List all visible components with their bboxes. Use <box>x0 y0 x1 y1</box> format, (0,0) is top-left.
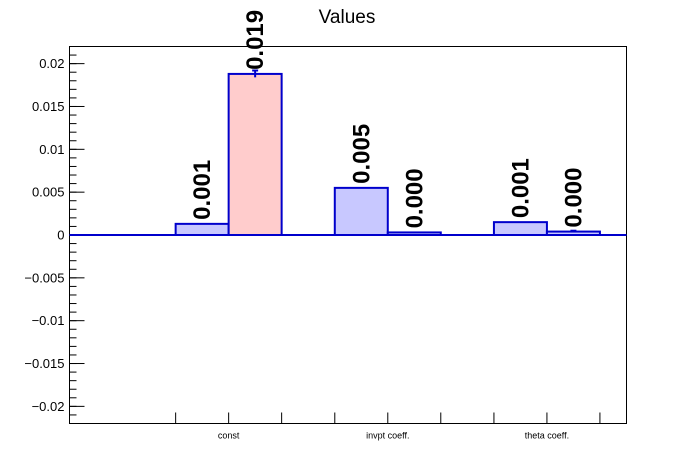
x-axis: const invpt coeff. theta coeff. <box>175 412 627 441</box>
y-tick-label: 0.02 <box>39 56 64 71</box>
y-tick-label: −0.005 <box>24 270 64 285</box>
data-label: 0.000 <box>560 168 587 228</box>
y-tick-label: −0.015 <box>24 356 64 371</box>
x-category-label: invpt coeff. <box>366 431 409 441</box>
data-label: 0.019 <box>242 10 269 70</box>
y-tick-label: 0.015 <box>32 99 65 114</box>
chart-title: Values <box>319 7 376 28</box>
data-label: 0.001 <box>507 158 534 218</box>
bar-s1 <box>333 186 389 236</box>
bar-s2 <box>227 72 283 236</box>
y-tick-label: 0.01 <box>39 142 64 157</box>
y-tick-label: −0.01 <box>32 313 65 328</box>
y-axis: −0.02 −0.015 −0.01 −0.005 0 0.005 0.01 0.015 0.0… <box>24 46 85 416</box>
bars <box>69 69 627 237</box>
y-tick-label: 0 <box>57 228 64 243</box>
data-labels: 0.001 0.005 0.001 0.019 0.000 0.000 <box>189 10 587 229</box>
x-category-label: theta coeff. <box>525 431 569 441</box>
y-tick-label: 0.005 <box>32 185 65 200</box>
bar-s1 <box>492 221 548 236</box>
x-category-label: const <box>218 431 240 441</box>
data-label: 0.000 <box>401 168 428 228</box>
bar-s1 <box>174 222 230 236</box>
data-label: 0.001 <box>189 160 216 220</box>
data-label: 0.005 <box>348 124 375 184</box>
y-tick-label: −0.02 <box>32 399 65 414</box>
